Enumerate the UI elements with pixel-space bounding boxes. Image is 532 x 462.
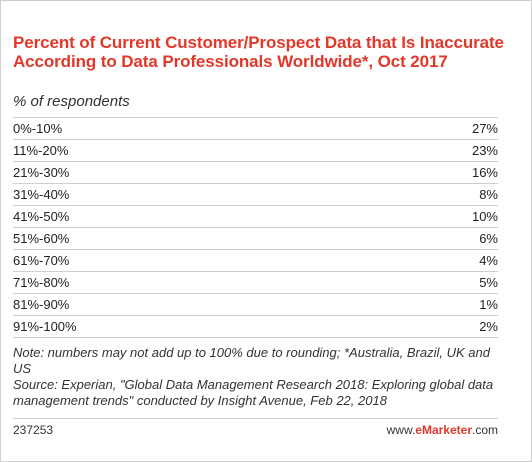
chart-id: 237253 xyxy=(13,423,54,437)
chart-notes: Note: numbers may not add up to 100% due… xyxy=(13,345,503,409)
table-row: 0%-10% 27% xyxy=(13,118,498,140)
data-table: 0%-10% 27% 11%-20% 23% 21%-30% 16% 31%-40% 8% 41… xyxy=(13,117,498,338)
brand-link[interactable]: www.eMarketer.com xyxy=(387,423,498,437)
row-value: 8% xyxy=(479,187,498,202)
row-category: 21%-30% xyxy=(13,165,70,180)
row-value: 10% xyxy=(471,209,498,224)
row-category: 41%-50% xyxy=(13,209,70,224)
row-category: 81%-90% xyxy=(13,297,70,312)
table-row: 61%-70% 4% xyxy=(13,250,498,272)
row-category: 11%-20% xyxy=(13,143,69,158)
row-value: 16% xyxy=(471,165,498,180)
row-value: 6% xyxy=(479,231,498,246)
source-text: Source: Experian, "Global Data Managemen… xyxy=(13,377,494,408)
row-value: 4% xyxy=(479,253,498,268)
table-row: 21%-30% 16% xyxy=(13,162,498,184)
chart-title: Percent of Current Customer/Prospect Dat… xyxy=(13,33,504,71)
brand-suffix: .com xyxy=(471,423,498,437)
row-category: 0%-10% xyxy=(13,121,63,136)
row-value: 23% xyxy=(471,143,498,158)
row-category: 71%-80% xyxy=(13,275,70,290)
table-row: 51%-60% 6% xyxy=(13,228,498,250)
row-category: 91%-100% xyxy=(13,319,77,334)
note-text: Note: numbers may not add up to 100% due… xyxy=(13,345,490,376)
table-row: 91%-100% 2% xyxy=(13,316,498,338)
row-category: 31%-40% xyxy=(13,187,70,202)
row-value: 2% xyxy=(479,319,498,334)
table-row: 81%-90% 1% xyxy=(13,294,498,316)
table-row: 31%-40% 8% xyxy=(13,184,498,206)
row-value: 5% xyxy=(479,275,498,290)
table-row: 11%-20% 23% xyxy=(13,140,498,162)
table-row: 41%-50% 10% xyxy=(13,206,498,228)
table-row: 71%-80% 5% xyxy=(13,272,498,294)
row-value: 27% xyxy=(471,121,498,136)
brand-prefix: www. xyxy=(386,423,416,437)
row-category: 51%-60% xyxy=(13,231,70,246)
brand-name: eMarketer xyxy=(415,423,472,437)
chart-footer: 237253 www.eMarketer.com xyxy=(13,418,498,441)
chart-subtitle: % of respondents xyxy=(13,93,130,110)
row-value: 1% xyxy=(479,297,498,312)
row-category: 61%-70% xyxy=(13,253,70,268)
